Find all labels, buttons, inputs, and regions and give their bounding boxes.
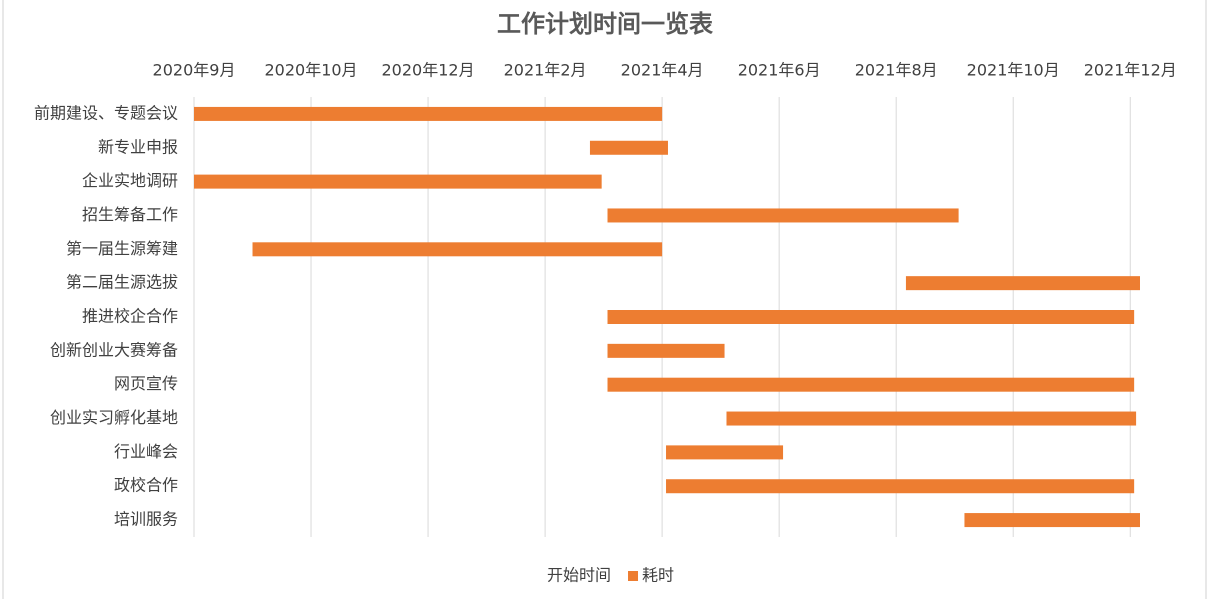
x-tick-label: 2021年10月 [967,61,1060,80]
duration-bar [252,242,663,257]
duration-bar [607,343,725,358]
duration-bar [666,445,784,460]
x-tick-label: 2021年2月 [504,61,587,80]
y-tick-label: 创业实习孵化基地 [50,408,178,427]
y-tick-label: 创新创业大赛筹备 [50,340,178,359]
x-tick-label: 2021年6月 [738,61,821,80]
x-tick-label: 2020年9月 [153,61,236,80]
y-tick-label: 行业峰会 [114,442,178,461]
y-tick-label: 培训服务 [114,510,178,529]
legend-swatch [628,571,639,581]
chart-title: 工作计划时间一览表 [497,10,714,38]
duration-bar [964,513,1140,528]
duration-bar [607,310,1135,324]
y-tick-label: 前期建设、专题会议 [34,103,178,122]
duration-bar [726,411,1137,426]
duration-bar [905,276,1140,291]
duration-bar [194,106,663,121]
duration-bar [589,140,668,155]
y-tick-label: 第一届生源筹建 [66,239,178,258]
duration-bar [607,208,959,223]
y-tick-label: 新专业申报 [98,137,178,156]
y-tick-label: 政校合作 [114,476,178,495]
duration-bar [607,377,1135,392]
x-tick-label: 2020年10月 [264,61,357,80]
legend-label: 耗时 [642,566,674,585]
x-tick-label: 2021年12月 [1084,61,1177,80]
x-tick-label: 2021年8月 [855,61,938,80]
y-tick-label: 第二届生源选拔 [66,273,178,292]
y-tick-label: 招生筹备工作 [82,205,178,224]
y-tick-label: 推进校企合作 [82,307,178,326]
y-tick-label: 企业实地调研 [82,171,178,190]
y-tick-label: 网页宣传 [114,374,178,393]
duration-bar [666,479,1135,494]
x-tick-label: 2020年12月 [382,61,475,80]
legend-label: 开始时间 [547,566,611,585]
duration-bar [194,174,602,189]
x-tick-label: 2021年4月 [621,61,704,80]
